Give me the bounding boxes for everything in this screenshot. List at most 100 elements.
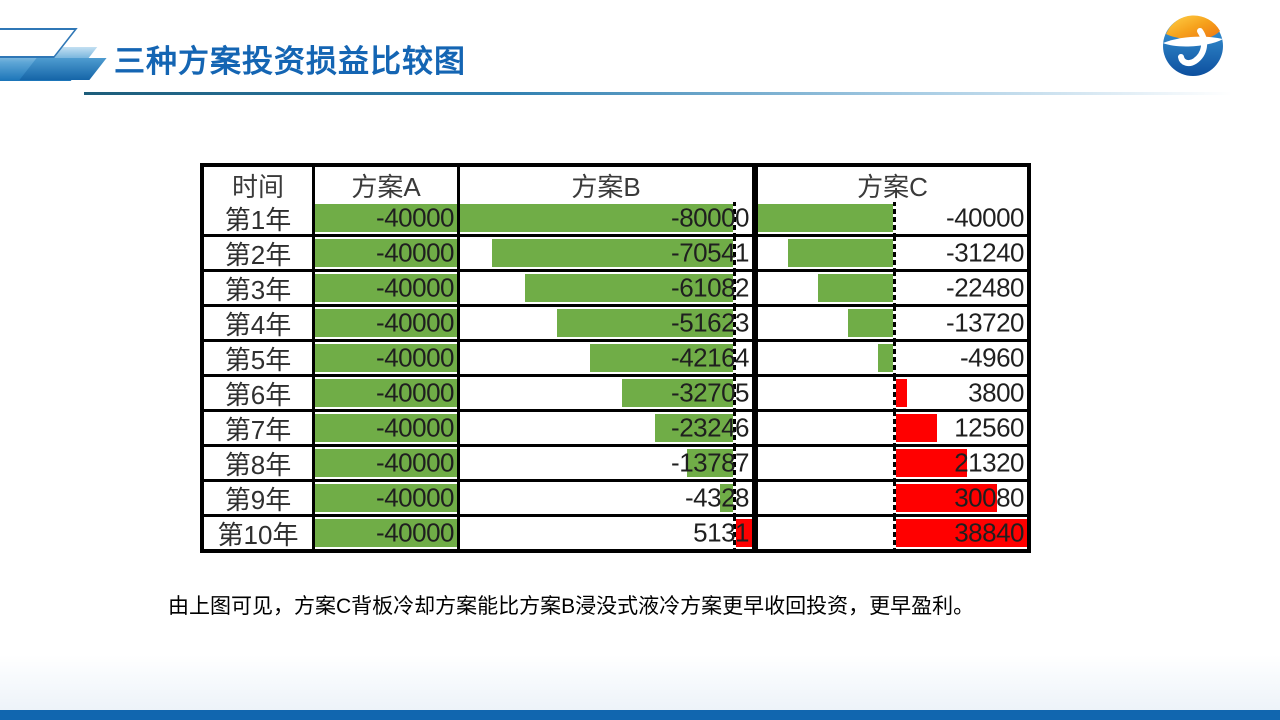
column-header: 方案B xyxy=(460,167,752,203)
data-bar xyxy=(315,379,457,407)
cell-value: -40000 xyxy=(376,377,454,408)
zero-axis xyxy=(733,412,737,444)
cell-value: -70541 xyxy=(671,237,749,268)
value-cell: -32705 xyxy=(460,377,752,409)
value-cell: -40000 xyxy=(755,202,1027,234)
row-label: 第3年 xyxy=(204,272,312,305)
data-bar xyxy=(894,379,908,407)
value-cell: -23246 xyxy=(460,412,752,444)
cell-value: -13720 xyxy=(946,307,1024,338)
cell-value: -40000 xyxy=(376,517,454,548)
company-logo-icon xyxy=(1159,11,1227,79)
data-bar xyxy=(654,414,735,442)
zero-axis xyxy=(893,377,897,409)
value-cell: -40000 xyxy=(315,482,457,514)
data-bar xyxy=(894,484,998,512)
row-label: 第9年 xyxy=(204,482,312,515)
value-cell: -40000 xyxy=(315,237,457,269)
data-bar xyxy=(524,274,735,302)
row-label: 第10年 xyxy=(204,517,312,550)
row-label: 第4年 xyxy=(204,307,312,340)
value-cell: -40000 xyxy=(315,377,457,409)
zero-axis xyxy=(893,272,897,304)
cell-value: -23246 xyxy=(671,412,749,443)
zero-axis xyxy=(733,377,737,409)
cell-value: -40000 xyxy=(376,412,454,443)
cell-value: -40000 xyxy=(376,307,454,338)
zero-axis xyxy=(893,482,897,514)
zero-axis xyxy=(893,307,897,339)
cell-value: -40000 xyxy=(376,482,454,513)
cell-value: -4960 xyxy=(960,342,1025,373)
row-label: 第2年 xyxy=(204,237,312,270)
value-cell: -4328 xyxy=(460,482,752,514)
zero-axis xyxy=(893,342,897,374)
cell-value: -61082 xyxy=(671,272,749,303)
cell-value: 5131 xyxy=(693,517,749,548)
value-cell: -13720 xyxy=(755,307,1027,339)
zero-axis xyxy=(733,517,737,549)
cell-value: 12560 xyxy=(954,412,1024,443)
cell-value: 38840 xyxy=(954,517,1024,548)
cell-value: -40000 xyxy=(376,342,454,373)
cell-value: 21320 xyxy=(954,447,1024,478)
zero-axis xyxy=(893,202,897,234)
value-cell: 21320 xyxy=(755,447,1027,479)
data-bar xyxy=(492,239,735,267)
zero-axis xyxy=(893,447,897,479)
data-bar xyxy=(315,274,457,302)
decoration-parallelogram-tail xyxy=(19,58,107,80)
footer-fade xyxy=(0,655,1280,710)
value-cell: 30080 xyxy=(755,482,1027,514)
value-cell: -51623 xyxy=(460,307,752,339)
row-label: 第5年 xyxy=(204,342,312,375)
cell-value: -40000 xyxy=(946,202,1024,233)
zero-axis xyxy=(733,447,737,479)
data-bar xyxy=(315,239,457,267)
cell-value: -31240 xyxy=(946,237,1024,268)
value-cell: -13787 xyxy=(460,447,752,479)
cell-value: -51623 xyxy=(671,307,749,338)
data-bar xyxy=(315,344,457,372)
cell-value: 30080 xyxy=(954,482,1024,513)
data-bar xyxy=(315,484,457,512)
value-cell: -40000 xyxy=(315,272,457,304)
zero-axis xyxy=(733,307,737,339)
zero-axis xyxy=(733,342,737,374)
data-bar xyxy=(817,274,895,302)
data-bar xyxy=(315,449,457,477)
value-cell: 38840 xyxy=(755,517,1027,549)
data-bar xyxy=(315,309,457,337)
cell-value: -13787 xyxy=(671,447,749,478)
data-bar xyxy=(622,379,735,407)
value-cell: -42164 xyxy=(460,342,752,374)
cell-value: -80000 xyxy=(671,202,749,233)
value-cell: 3800 xyxy=(755,377,1027,409)
value-cell: -70541 xyxy=(460,237,752,269)
data-bar xyxy=(719,484,735,512)
zero-axis xyxy=(893,412,897,444)
column-header: 时间 xyxy=(204,167,312,203)
data-bar xyxy=(894,449,968,477)
cell-value: -40000 xyxy=(376,237,454,268)
zero-axis xyxy=(733,482,737,514)
zero-axis xyxy=(733,202,737,234)
column-header: 方案C xyxy=(755,167,1027,203)
zero-axis xyxy=(733,272,737,304)
data-bar xyxy=(589,344,735,372)
comparison-table: 时间 方案A 方案B 方案C 第1年 -40000 -80000 -40000 第2年 -4000… xyxy=(200,163,1031,553)
footer-bar xyxy=(0,710,1280,720)
row-label: 第7年 xyxy=(204,412,312,445)
data-bar xyxy=(787,239,895,267)
zero-axis xyxy=(893,517,897,549)
zero-axis xyxy=(893,237,897,269)
data-bar xyxy=(877,344,895,372)
conclusion-note: 由上图可见，方案C背板冷却方案能比方案B浸没式液冷方案更早收回投资，更早盈利。 xyxy=(168,595,975,618)
data-bar xyxy=(687,449,735,477)
value-cell: 12560 xyxy=(755,412,1027,444)
data-bar xyxy=(315,204,457,232)
value-cell: -40000 xyxy=(315,202,457,234)
cell-value: -4328 xyxy=(685,482,750,513)
data-bar xyxy=(315,414,457,442)
